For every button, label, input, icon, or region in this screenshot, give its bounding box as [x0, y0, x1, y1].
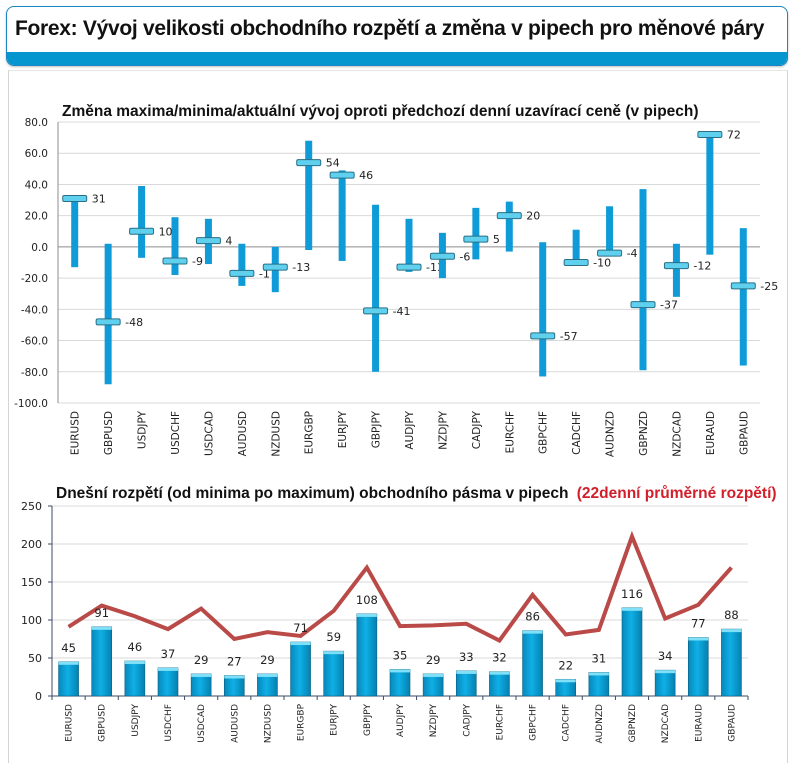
range-bar: [138, 186, 145, 258]
current-value-label: -57: [560, 330, 578, 343]
x-tick-label: USDCHF: [170, 411, 182, 455]
range-bar: [472, 208, 479, 260]
range-chart: Změna maxima/minima/aktuální vývoj oprot…: [0, 0, 796, 470]
y-tick-label: -60.0: [21, 336, 48, 348]
x-tick-label: EURUSD: [70, 411, 82, 455]
current-value-label: -41: [393, 305, 411, 318]
x-tick-label: GBPAUD: [738, 411, 750, 455]
range-chart-title: Změna maxima/minima/aktuální vývoj oprot…: [62, 103, 699, 120]
current-value-label: 4: [225, 235, 232, 248]
current-marker: [130, 228, 154, 234]
current-value-label: 31: [92, 192, 106, 205]
current-marker: [664, 263, 688, 269]
current-value-label: -10: [593, 257, 611, 270]
current-marker: [297, 160, 321, 166]
range-bar: [238, 244, 245, 286]
y-tick-label: -40.0: [21, 304, 48, 316]
current-marker: [731, 283, 755, 289]
current-marker: [598, 250, 622, 256]
current-marker: [430, 253, 454, 259]
current-marker: [564, 260, 588, 266]
current-marker: [330, 172, 354, 178]
current-marker: [263, 264, 287, 270]
x-tick-label: AUDUSD: [237, 411, 249, 456]
current-marker: [196, 238, 220, 244]
current-marker: [464, 236, 488, 242]
current-marker: [364, 308, 388, 314]
x-tick-label: USDJPY: [137, 410, 149, 449]
range-bar: [506, 202, 513, 252]
y-tick-label: -20.0: [21, 273, 48, 285]
y-tick-label: 0.0: [31, 242, 48, 254]
current-value-label: -48: [125, 316, 143, 329]
x-tick-label: AUDJPY: [404, 410, 416, 449]
current-marker: [497, 213, 521, 219]
current-value-label: 54: [326, 157, 340, 170]
current-marker: [163, 258, 187, 264]
y-tick-label: 20.0: [25, 211, 48, 223]
range-bar: [706, 134, 713, 254]
current-marker: [397, 264, 421, 270]
current-value-label: -4: [627, 247, 638, 260]
x-tick-label: GBPUSD: [103, 411, 115, 455]
x-tick-label: EURGBP: [304, 411, 316, 454]
range-bar: [573, 230, 580, 263]
range-bar: [339, 170, 346, 261]
x-tick-label: EURCHF: [504, 411, 516, 453]
range-bar: [305, 141, 312, 250]
x-tick-label: GBPNZD: [638, 411, 650, 456]
y-tick-label: 60.0: [25, 148, 48, 160]
current-value-label: 5: [493, 233, 500, 246]
x-tick-label: CADCHF: [571, 411, 583, 455]
x-tick-label: EURAUD: [705, 411, 717, 455]
current-marker: [230, 270, 254, 276]
range-bar: [640, 189, 647, 370]
current-value-label: -25: [760, 280, 778, 293]
x-tick-label: NZDUSD: [270, 411, 282, 457]
range-bar: [740, 228, 747, 365]
current-value-label: -37: [660, 299, 678, 312]
current-value-label: -9: [192, 255, 203, 268]
range-bar: [105, 244, 112, 385]
x-tick-label: GBPJPY: [371, 410, 383, 448]
x-tick-label: EURJPY: [337, 410, 349, 448]
current-value-label: -6: [459, 250, 470, 263]
current-marker: [96, 319, 120, 325]
range-bar: [539, 242, 546, 376]
range-bar: [372, 205, 379, 372]
current-value-label: -12: [693, 260, 711, 273]
current-value-label: -13: [292, 261, 310, 274]
current-value-label: 10: [159, 225, 173, 238]
range-bar: [71, 198, 78, 267]
current-value-label: 46: [359, 169, 373, 182]
x-tick-label: NZDCAD: [671, 411, 683, 457]
current-marker: [698, 131, 722, 137]
y-tick-label: -100.0: [14, 398, 48, 410]
x-tick-label: NZDJPY: [437, 410, 449, 449]
current-marker: [631, 302, 655, 308]
y-tick-label: -80.0: [21, 367, 48, 379]
range-bar: [673, 244, 680, 297]
y-tick-label: 40.0: [25, 179, 48, 191]
current-value-label: 72: [727, 128, 741, 141]
x-tick-label: AUDNZD: [605, 411, 617, 457]
y-tick-label: 80.0: [25, 117, 48, 129]
x-tick-label: USDCAD: [203, 411, 215, 456]
current-marker: [63, 195, 87, 201]
x-tick-label: GBPCHF: [538, 411, 550, 454]
x-tick-label: CADJPY: [471, 410, 483, 449]
current-marker: [531, 333, 555, 339]
range-bar: [606, 206, 613, 250]
range-bar: [172, 217, 179, 275]
current-value-label: 20: [526, 210, 540, 223]
